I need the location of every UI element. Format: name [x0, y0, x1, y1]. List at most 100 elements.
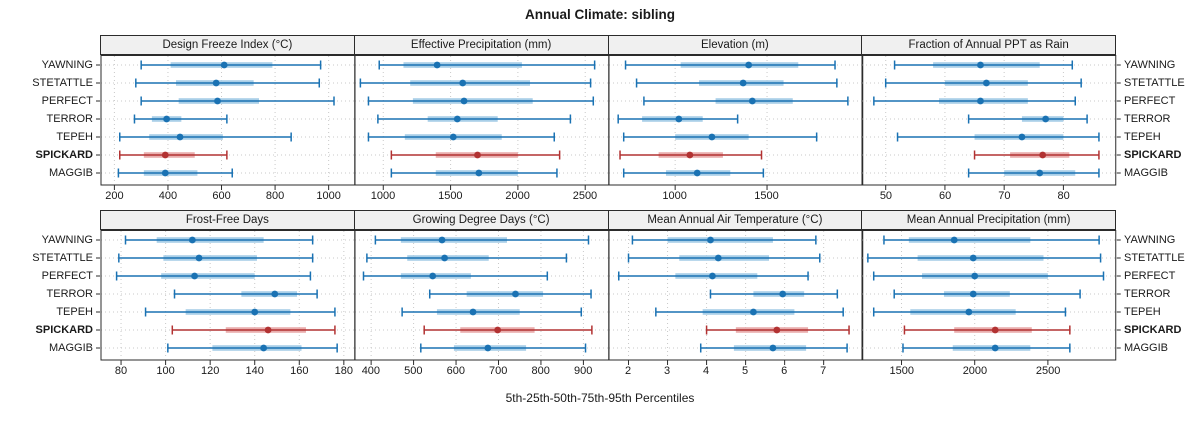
site-label-right: PERFECT — [1124, 270, 1176, 282]
median-dot — [469, 308, 477, 316]
site-label-right: TERROR — [1124, 288, 1171, 300]
median-dot — [484, 344, 492, 352]
tick-label: 1000 — [370, 190, 396, 202]
site-label-right: TEPEH — [1124, 131, 1161, 143]
panel-plot — [354, 230, 609, 365]
tick-label: 80 — [1057, 190, 1070, 202]
median-dot — [429, 272, 436, 280]
tick-label: 1500 — [889, 365, 914, 377]
tick-label: 80 — [114, 365, 128, 377]
median-dot — [161, 169, 169, 177]
site-label-left: STETATTLE — [32, 252, 93, 264]
site-label-left: YAWNING — [41, 234, 93, 246]
panel-border — [608, 230, 863, 361]
median-dot — [195, 254, 203, 262]
median-dot — [214, 97, 221, 105]
site-label-right: MAGGIB — [1124, 342, 1169, 354]
tick-label: 600 — [446, 365, 465, 377]
median-dot — [1018, 133, 1026, 141]
tick-label: 70 — [998, 190, 1011, 202]
tick-label: 100 — [156, 365, 175, 377]
median-dot — [772, 326, 780, 334]
tick-label: 2000 — [962, 365, 988, 377]
panel-header: Elevation (m) — [607, 35, 863, 55]
site-label-right: MAGGIB — [1124, 167, 1169, 179]
site-label-left: TERROR — [46, 288, 93, 300]
median-dot — [769, 344, 776, 352]
site-label-left: TEPEH — [56, 306, 93, 318]
panel-header: Growing Degree Days (°C) — [353, 210, 609, 230]
median-dot — [992, 326, 999, 334]
median-dot — [971, 272, 979, 280]
site-label-left: TEPEH — [56, 131, 93, 143]
tick-label: 2500 — [572, 190, 598, 202]
tick-label: 180 — [334, 365, 353, 377]
site-label-left: SPICKARD — [35, 324, 93, 336]
median-dot — [992, 344, 999, 352]
panel-plot — [96, 55, 356, 190]
median-dot — [977, 61, 985, 69]
site-label-left: PERFECT — [41, 270, 93, 282]
site-label-right: SPICKARD — [1124, 324, 1182, 336]
median-dot — [191, 272, 198, 280]
median-dot — [983, 79, 991, 87]
tick-label: 5 — [742, 365, 749, 377]
tick-label: 3 — [663, 365, 671, 377]
median-dot — [674, 115, 682, 123]
median-dot — [161, 151, 169, 159]
site-label-right: YAWNING — [1124, 234, 1176, 246]
median-dot — [475, 169, 483, 177]
median-dot — [749, 308, 757, 316]
median-dot — [453, 115, 461, 123]
site-label-left: MAGGIB — [48, 167, 93, 179]
tick-label: 2000 — [505, 190, 530, 202]
median-dot — [459, 79, 466, 87]
site-label-left: PERFECT — [41, 95, 93, 107]
tick-label: 60 — [939, 190, 952, 202]
tick-label: 160 — [290, 365, 309, 377]
tick-label: 500 — [404, 365, 423, 377]
panel-plot — [861, 230, 1121, 365]
panel-border — [861, 230, 1117, 361]
tick-label: 700 — [489, 365, 508, 377]
site-label-left: YAWNING — [41, 59, 93, 71]
site-label-right: TEPEH — [1124, 306, 1161, 318]
tick-label: 1500 — [754, 190, 779, 202]
panel-header: Frost-Free Days — [100, 210, 355, 230]
panel-header: Mean Annual Air Temperature (°C) — [607, 210, 863, 230]
tick-label: 900 — [573, 365, 593, 377]
median-dot — [220, 61, 228, 69]
median-dot — [511, 290, 519, 298]
median-dot — [970, 254, 977, 262]
site-label-left: SPICKARD — [35, 149, 93, 161]
median-dot — [714, 254, 722, 262]
median-dot — [1042, 115, 1050, 123]
panel-border — [100, 55, 356, 186]
site-label-left: MAGGIB — [48, 342, 93, 354]
median-dot — [778, 290, 786, 298]
panel-plot — [96, 230, 356, 365]
site-label-right: STETATTLE — [1124, 77, 1185, 89]
median-dot — [1036, 169, 1044, 177]
panel-plot — [861, 55, 1121, 190]
tick-label: 800 — [265, 190, 285, 202]
median-dot — [708, 133, 715, 141]
median-dot — [473, 151, 481, 159]
tick-label: 200 — [105, 190, 124, 202]
site-label-right: TERROR — [1124, 113, 1171, 125]
panel-border — [861, 55, 1117, 186]
site-label-right: YAWNING — [1124, 59, 1176, 71]
median-dot — [251, 308, 259, 316]
median-dot — [264, 326, 272, 334]
median-dot — [951, 236, 958, 244]
panel-plot — [608, 230, 863, 365]
tick-label: 1500 — [438, 190, 463, 202]
axis-caption: 5th-25th-50th-75th-95th Percentiles — [505, 391, 695, 405]
median-dot — [970, 290, 977, 298]
site-label-right: SPICKARD — [1124, 149, 1182, 161]
median-dot — [977, 97, 985, 105]
median-dot — [706, 236, 714, 244]
tick-label: 4 — [703, 365, 710, 377]
site-label-left: STETATTLE — [32, 77, 93, 89]
